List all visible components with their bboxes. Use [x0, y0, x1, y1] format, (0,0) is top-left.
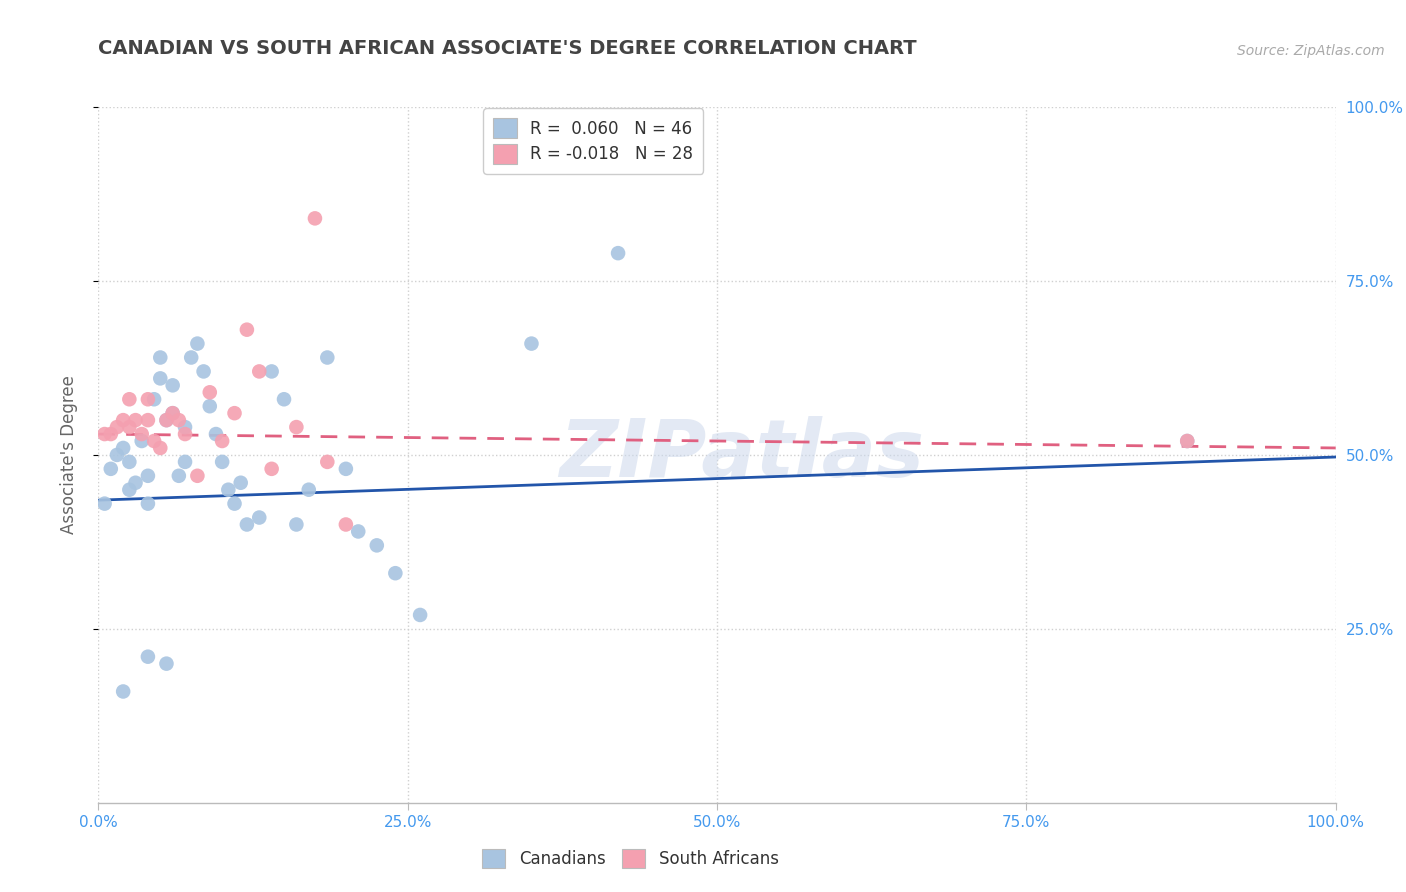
Point	[174, 420, 197, 434]
Point	[520, 336, 543, 351]
Point	[1175, 434, 1198, 448]
Point	[335, 462, 357, 476]
Point	[124, 475, 146, 490]
Point	[229, 475, 252, 490]
Point	[260, 364, 283, 378]
Point	[217, 483, 239, 497]
Point	[247, 510, 270, 524]
Point	[186, 336, 208, 351]
Point	[211, 434, 233, 448]
Point	[273, 392, 295, 407]
Point	[174, 427, 197, 442]
Point	[131, 427, 153, 442]
Text: CANADIAN VS SOUTH AFRICAN ASSOCIATE'S DEGREE CORRELATION CHART: CANADIAN VS SOUTH AFRICAN ASSOCIATE'S DE…	[98, 39, 917, 58]
Point	[607, 246, 630, 260]
Point	[347, 524, 370, 539]
Point	[162, 406, 184, 420]
Point	[136, 649, 159, 664]
Legend: Canadians, South Africans: Canadians, South Africans	[475, 842, 786, 874]
Point	[149, 351, 172, 365]
Point	[93, 427, 115, 442]
Point	[285, 517, 308, 532]
Point	[149, 371, 172, 385]
Point	[105, 448, 128, 462]
Point	[143, 434, 166, 448]
Point	[93, 497, 115, 511]
Point	[211, 455, 233, 469]
Point	[198, 385, 221, 400]
Point	[112, 413, 135, 427]
Point	[224, 406, 246, 420]
Point	[118, 420, 141, 434]
Point	[247, 364, 270, 378]
Point	[149, 441, 172, 455]
Y-axis label: Associate's Degree: Associate's Degree	[59, 376, 77, 534]
Point	[180, 351, 202, 365]
Point	[304, 211, 326, 226]
Point	[186, 468, 208, 483]
Point	[236, 517, 259, 532]
Point	[260, 462, 283, 476]
Point	[118, 455, 141, 469]
Point	[366, 538, 388, 552]
Point	[136, 497, 159, 511]
Point	[100, 427, 122, 442]
Point	[136, 413, 159, 427]
Point	[112, 684, 135, 698]
Point	[193, 364, 215, 378]
Point	[384, 566, 406, 581]
Point	[143, 392, 166, 407]
Point	[198, 399, 221, 413]
Point	[285, 420, 308, 434]
Point	[224, 497, 246, 511]
Point	[167, 413, 190, 427]
Point	[162, 378, 184, 392]
Point	[136, 392, 159, 407]
Point	[131, 434, 153, 448]
Point	[155, 413, 177, 427]
Point	[205, 427, 228, 442]
Point	[1175, 434, 1198, 448]
Point	[167, 468, 190, 483]
Point	[136, 468, 159, 483]
Point	[236, 323, 259, 337]
Point	[335, 517, 357, 532]
Point	[409, 607, 432, 622]
Point	[298, 483, 321, 497]
Point	[174, 455, 197, 469]
Text: ZIPatlas: ZIPatlas	[560, 416, 924, 494]
Point	[316, 455, 339, 469]
Point	[100, 462, 122, 476]
Text: Source: ZipAtlas.com: Source: ZipAtlas.com	[1237, 44, 1385, 58]
Point	[162, 406, 184, 420]
Point	[124, 413, 146, 427]
Point	[155, 413, 177, 427]
Point	[118, 483, 141, 497]
Point	[155, 657, 177, 671]
Point	[105, 420, 128, 434]
Point	[316, 351, 339, 365]
Point	[112, 441, 135, 455]
Point	[118, 392, 141, 407]
